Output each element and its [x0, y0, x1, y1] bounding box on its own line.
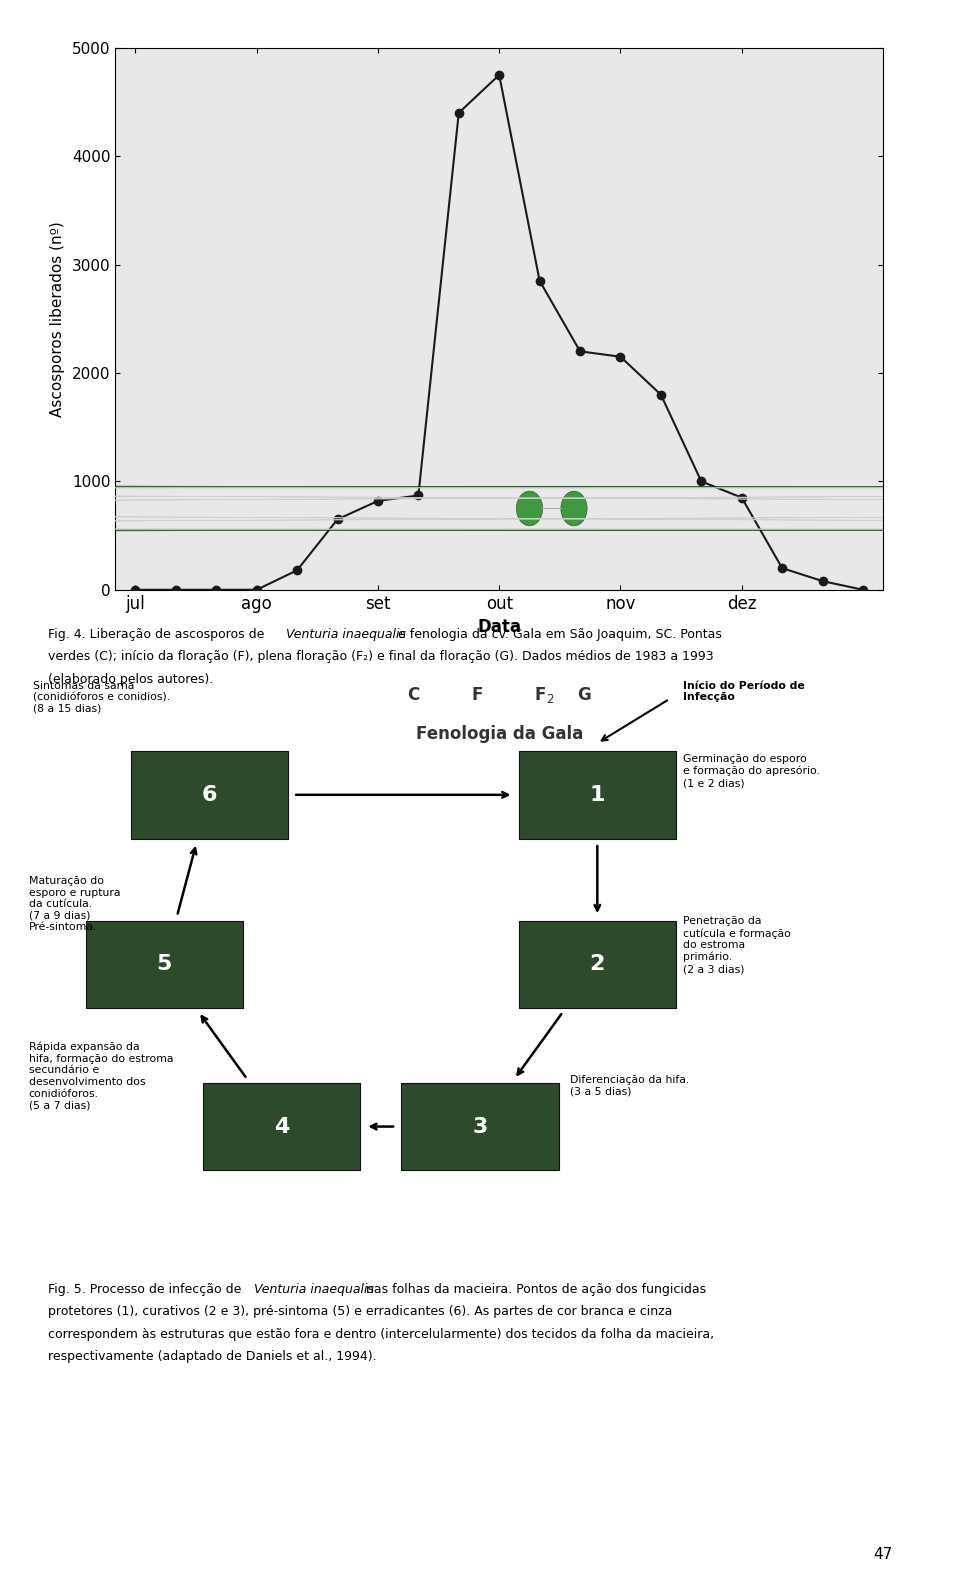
- Text: Fig. 4. Liberação de ascosporos de: Fig. 4. Liberação de ascosporos de: [48, 628, 269, 641]
- Text: Venturia inaequalis: Venturia inaequalis: [254, 1283, 374, 1296]
- Text: Sintomas da sarna
(conidióforos e conidios).
(8 a 15 dias): Sintomas da sarna (conidióforos e conidi…: [34, 681, 171, 714]
- Text: Fenologia da Gala: Fenologia da Gala: [416, 725, 583, 743]
- Ellipse shape: [516, 491, 542, 526]
- Ellipse shape: [0, 478, 960, 496]
- Ellipse shape: [0, 478, 960, 496]
- FancyBboxPatch shape: [85, 920, 243, 1009]
- Ellipse shape: [0, 507, 960, 531]
- Ellipse shape: [0, 521, 960, 539]
- Text: 5: 5: [156, 955, 172, 974]
- FancyBboxPatch shape: [518, 920, 676, 1009]
- Text: 6: 6: [202, 784, 217, 805]
- Text: respectivamente (adaptado de Daniels et al., 1994).: respectivamente (adaptado de Daniels et …: [48, 1350, 376, 1363]
- FancyBboxPatch shape: [203, 1082, 360, 1170]
- Text: Maturação do
esporo e ruptura
da cutícula.
(7 a 9 dias)
Pré-sintoma.: Maturação do esporo e ruptura da cutícul…: [29, 877, 120, 932]
- FancyBboxPatch shape: [401, 1082, 559, 1170]
- Text: 3: 3: [472, 1116, 488, 1137]
- Text: Penetração da
cutícula e formação
do estroma
primário.
(2 a 3 dias): Penetração da cutícula e formação do est…: [683, 917, 791, 974]
- X-axis label: Data: Data: [477, 618, 521, 636]
- Ellipse shape: [0, 486, 960, 510]
- Y-axis label: Ascosporos liberados (nº): Ascosporos liberados (nº): [50, 222, 64, 416]
- Ellipse shape: [0, 507, 960, 531]
- Text: correspondem às estruturas que estão fora e dentro (intercelularmente) dos tecid: correspondem às estruturas que estão for…: [48, 1328, 714, 1341]
- Text: protetores (1), curativos (2 e 3), pré-sintoma (5) e erradicantes (6). As partes: protetores (1), curativos (2 e 3), pré-s…: [48, 1305, 672, 1318]
- Text: 4: 4: [274, 1116, 289, 1137]
- Ellipse shape: [0, 521, 960, 539]
- FancyBboxPatch shape: [518, 751, 676, 838]
- Text: C         F         F$_2$    G: C F F$_2$ G: [407, 685, 591, 705]
- Text: nas folhas da macieira. Pontos de ação dos fungicidas: nas folhas da macieira. Pontos de ação d…: [362, 1283, 706, 1296]
- Text: Fig. 5. Processo de infecção de: Fig. 5. Processo de infecção de: [48, 1283, 246, 1296]
- Text: (elaborado pelos autores).: (elaborado pelos autores).: [48, 673, 213, 685]
- Text: verdes (C); início da floração (F), plena floração (F₂) e final da floração (G).: verdes (C); início da floração (F), plen…: [48, 650, 713, 663]
- Text: 47: 47: [874, 1548, 893, 1562]
- FancyBboxPatch shape: [131, 751, 288, 838]
- Text: Rápida expansão da
hifa, formação do estroma
secundário e
desenvolvimento dos
co: Rápida expansão da hifa, formação do est…: [29, 1042, 174, 1111]
- Ellipse shape: [0, 486, 960, 510]
- Text: Germinação do esporo
e formação do apresório.
(1 e 2 dias): Germinação do esporo e formação do apres…: [683, 754, 820, 787]
- Text: 2: 2: [589, 955, 605, 974]
- Text: e fenologia da cv. Gala em São Joaquim, SC. Pontas: e fenologia da cv. Gala em São Joaquim, …: [394, 628, 722, 641]
- Text: Início do Período de
Infecção: Início do Período de Infecção: [683, 681, 804, 701]
- Text: 1: 1: [589, 784, 605, 805]
- Text: Venturia inaequalis: Venturia inaequalis: [286, 628, 406, 641]
- Text: Diferenciação da hifa.
(3 a 5 dias): Diferenciação da hifa. (3 a 5 dias): [570, 1074, 689, 1097]
- Ellipse shape: [561, 491, 588, 526]
